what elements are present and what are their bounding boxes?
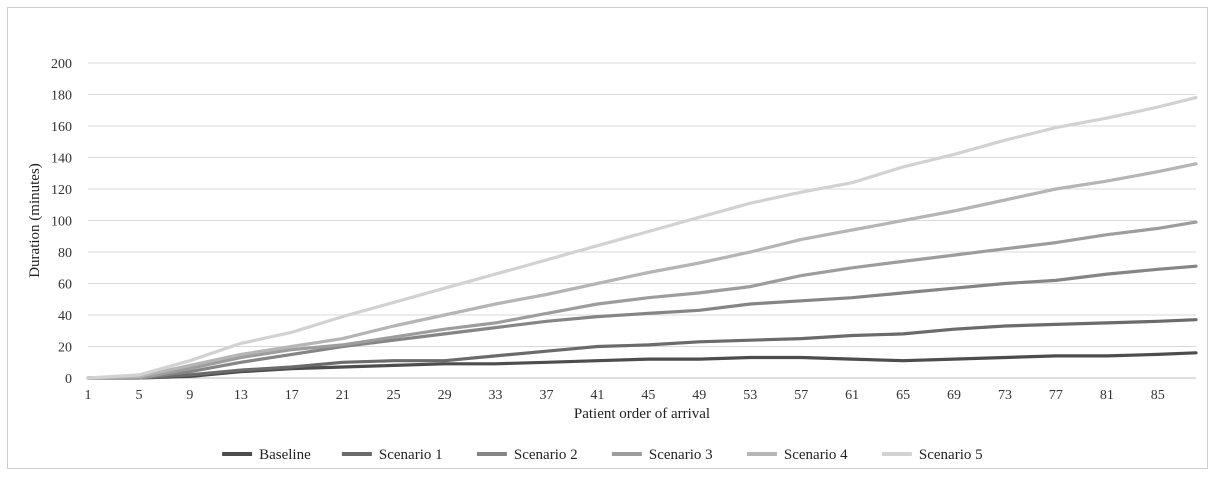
series-line-scenario-5: [86, 96, 1198, 380]
y-tick-label: 180: [51, 89, 72, 104]
y-axis-ticks: 0 20 40 60 80 100 120 140 160 180 200: [51, 57, 72, 387]
x-axis-title: Patient order of arrival: [574, 406, 710, 422]
x-tick-label: 73: [998, 388, 1012, 403]
x-tick-label: 9: [186, 388, 193, 403]
x-tick-label: 25: [387, 388, 401, 403]
x-tick-label: 13: [234, 388, 248, 403]
series-line-scenario-2: [86, 264, 1198, 380]
x-tick-label: 41: [590, 388, 604, 403]
legend-label-scenario-1: Scenario 1: [379, 447, 443, 463]
x-tick-label: 65: [896, 388, 910, 403]
x-tick-label: 45: [641, 388, 655, 403]
x-tick-label: 21: [336, 388, 350, 403]
y-tick-label: 140: [51, 152, 72, 167]
x-tick-label: 29: [438, 388, 452, 403]
x-tick-label: 49: [692, 388, 706, 403]
x-tick-label: 37: [539, 388, 553, 403]
x-tick-label: 69: [947, 388, 961, 403]
x-tick-label: 85: [1151, 388, 1165, 403]
y-tick-label: 40: [58, 309, 72, 324]
legend-label-baseline: Baseline: [259, 447, 311, 463]
legend-label-scenario-3: Scenario 3: [649, 447, 713, 463]
legend-label-scenario-5: Scenario 5: [919, 447, 983, 463]
legend: Baseline Scenario 1 Scenario 2 Scenario 3 Sc…: [222, 447, 983, 463]
y-tick-label: 160: [51, 120, 72, 135]
gridlines: [88, 62, 1196, 347]
x-axis-ticks: 1 5 9 13 17 21 25 29 33 37 41 45 49 53 57 61 65 69 73 77 81 8…: [85, 388, 1165, 403]
y-tick-label: 120: [51, 183, 72, 198]
y-tick-label: 60: [58, 278, 72, 293]
legend-label-scenario-2: Scenario 2: [514, 447, 578, 463]
series-lines: [86, 96, 1198, 380]
series-line-scenario-4: [86, 162, 1198, 380]
chart-frame: [7, 7, 1208, 469]
x-tick-label: 5: [135, 388, 142, 403]
x-tick-label: 53: [743, 388, 757, 403]
x-tick-label: 17: [285, 388, 299, 403]
x-tick-label: 77: [1049, 388, 1063, 403]
x-tick-label: 57: [794, 388, 808, 403]
y-axis-title: Duration (minutes): [27, 163, 43, 278]
x-tick-label: 1: [85, 388, 92, 403]
y-tick-label: 20: [58, 341, 72, 356]
series-line-scenario-3: [86, 220, 1198, 380]
x-tick-label: 81: [1100, 388, 1114, 403]
y-tick-label: 200: [51, 57, 72, 72]
y-tick-label: 0: [65, 372, 72, 387]
x-tick-label: 61: [845, 388, 859, 403]
series-line-scenario-1: [86, 318, 1198, 380]
y-tick-label: 80: [58, 246, 72, 261]
legend-label-scenario-4: Scenario 4: [784, 447, 848, 463]
x-tick-label: 33: [489, 388, 503, 403]
y-tick-label: 100: [51, 215, 72, 230]
